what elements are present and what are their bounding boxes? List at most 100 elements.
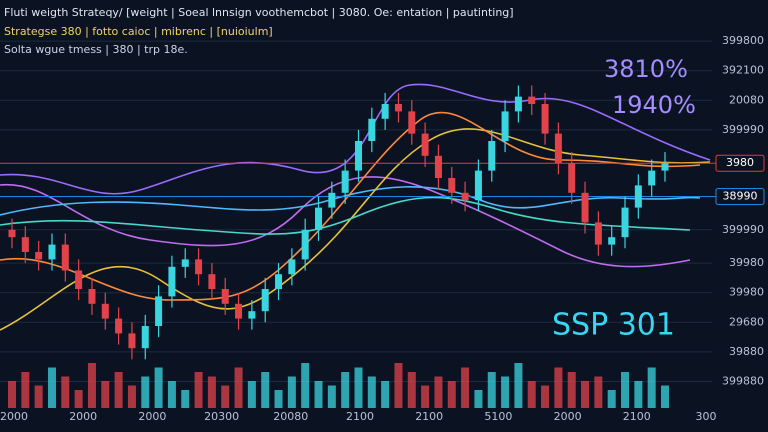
y-tick-label: 39980 bbox=[729, 256, 764, 269]
volume-bar bbox=[354, 367, 363, 408]
volume-bar bbox=[367, 376, 376, 408]
volume-bar bbox=[541, 385, 550, 408]
volume-bar bbox=[287, 376, 296, 408]
candle-body bbox=[115, 318, 123, 334]
candle-body bbox=[328, 192, 336, 208]
volume-bar bbox=[167, 381, 176, 408]
header-line: Solta wgue tmess | 380 | trp 18e. bbox=[4, 43, 188, 56]
candle-body bbox=[315, 207, 323, 230]
volume-bar bbox=[421, 385, 430, 408]
candle-body bbox=[528, 96, 536, 104]
annotation: 3810% bbox=[604, 55, 688, 83]
volume-bar bbox=[101, 381, 110, 408]
volume-bar bbox=[61, 376, 70, 408]
volume-bar bbox=[141, 376, 150, 408]
candle-body bbox=[48, 244, 56, 260]
volume-bar bbox=[381, 381, 390, 408]
indicator-lines bbox=[0, 83, 711, 331]
volume-bar bbox=[194, 372, 203, 408]
candle-body bbox=[35, 252, 43, 260]
candle-body bbox=[634, 185, 642, 208]
y-tick-label: 39980 bbox=[729, 286, 764, 299]
volume-bar bbox=[647, 367, 656, 408]
volume-bar bbox=[447, 381, 456, 408]
candle-body bbox=[261, 289, 269, 312]
header-line: Fluti weigth Strateqy/ [weight | Soeal l… bbox=[4, 6, 514, 19]
volume-bar bbox=[274, 390, 283, 408]
y-tick-label: 29680 bbox=[729, 315, 764, 328]
candle-body bbox=[368, 118, 376, 141]
y-tick-label: 392100 bbox=[722, 64, 764, 77]
candle-body bbox=[501, 111, 509, 141]
candle-body bbox=[88, 289, 96, 304]
volume-bar bbox=[127, 385, 136, 408]
volume-bar bbox=[501, 376, 510, 408]
candle-body bbox=[221, 289, 229, 304]
x-tick-label: 2000 bbox=[554, 410, 582, 423]
candle-body bbox=[568, 163, 576, 193]
candle-body bbox=[514, 96, 522, 112]
candle-body bbox=[408, 111, 416, 134]
volume-bar bbox=[247, 381, 256, 408]
candle-body bbox=[141, 326, 149, 349]
candle-body bbox=[381, 104, 389, 119]
candle-body bbox=[421, 133, 429, 156]
candle-body bbox=[101, 303, 109, 319]
x-tick-label: 20300 bbox=[204, 410, 239, 423]
candle-body bbox=[594, 222, 602, 245]
header-line: Strategse 380 | fotto caioc | mibrenc | … bbox=[4, 25, 273, 38]
volume-bar bbox=[394, 363, 403, 408]
candle-body bbox=[61, 244, 69, 271]
candle-body bbox=[181, 259, 189, 267]
price-tag bbox=[715, 154, 765, 172]
x-tick-label: 2100 bbox=[415, 410, 443, 423]
volume-bar bbox=[87, 363, 96, 408]
volume-bar bbox=[327, 385, 336, 408]
volume-bar bbox=[74, 390, 83, 408]
candle-body bbox=[554, 133, 562, 164]
annotation: SSP 301 bbox=[552, 308, 675, 343]
x-tick-label: 2000 bbox=[138, 410, 166, 423]
candle-body bbox=[448, 178, 456, 193]
x-tick-label: 300 bbox=[696, 410, 717, 423]
volume-bar bbox=[581, 381, 590, 408]
volume-bar bbox=[461, 367, 470, 408]
candle-body bbox=[434, 155, 442, 178]
candle-body bbox=[248, 311, 256, 319]
candle-body bbox=[461, 192, 469, 201]
candle-body bbox=[488, 141, 496, 171]
ma-line bbox=[0, 128, 711, 331]
volume-bar bbox=[341, 372, 350, 408]
candle-body bbox=[75, 270, 83, 289]
x-tick-label: 2100 bbox=[623, 410, 651, 423]
candle-body bbox=[208, 274, 216, 289]
candle-body bbox=[341, 170, 349, 193]
volume-bar bbox=[154, 367, 163, 408]
volume-bar bbox=[474, 390, 483, 408]
candle-body bbox=[195, 259, 203, 275]
candle-body bbox=[275, 274, 283, 289]
volume-bar bbox=[34, 385, 43, 408]
candle-body bbox=[301, 229, 309, 260]
volume-bar bbox=[221, 385, 230, 408]
plot bbox=[0, 40, 712, 408]
volume-bar bbox=[594, 376, 603, 408]
candle-body bbox=[21, 237, 29, 252]
volume-bar bbox=[114, 372, 123, 408]
volume-bar bbox=[514, 363, 523, 408]
x-tick-label: 2000 bbox=[69, 410, 97, 423]
y-tick-label: 39880 bbox=[729, 345, 764, 358]
ma-line bbox=[0, 111, 701, 301]
volume-bar bbox=[234, 367, 243, 408]
annotation: 1940% bbox=[612, 91, 696, 119]
y-tick-label: 399990 bbox=[722, 123, 764, 136]
volume-bar bbox=[554, 367, 563, 408]
volume-bar bbox=[8, 381, 16, 408]
candle-body bbox=[474, 170, 482, 201]
volume-bar bbox=[314, 381, 323, 408]
candle-body bbox=[354, 141, 362, 171]
ma-line bbox=[0, 186, 701, 216]
volume-bar bbox=[487, 372, 496, 408]
